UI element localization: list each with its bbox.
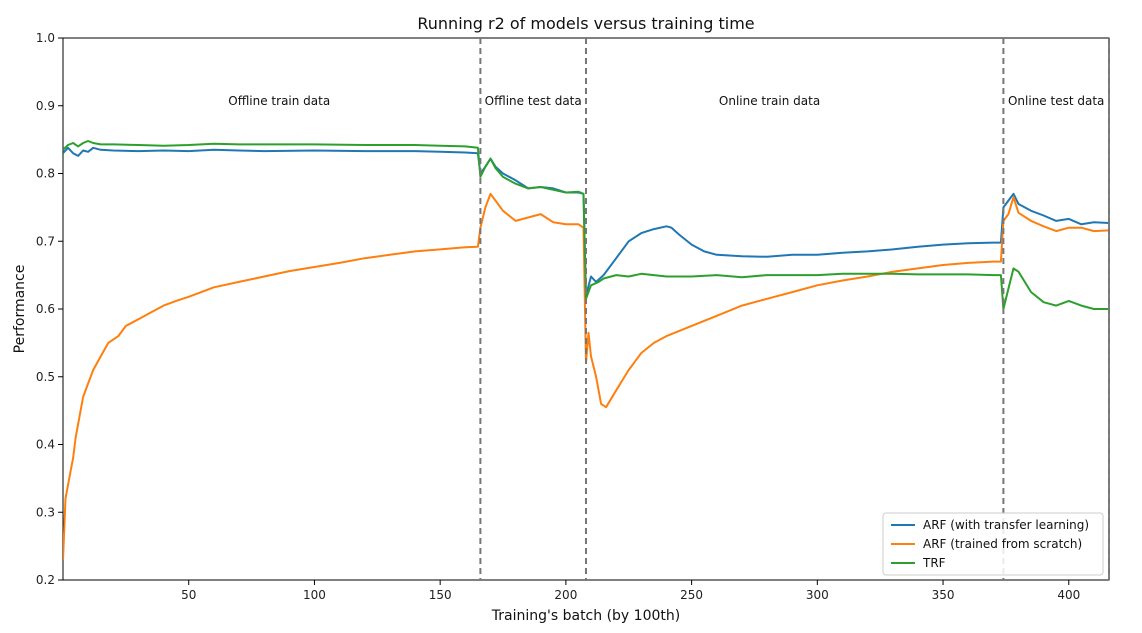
legend-box [882, 512, 1104, 576]
region-label: Online test data [1008, 94, 1104, 108]
region-label: Offline test data [485, 94, 582, 108]
y-tick-label: 0.7 [36, 234, 55, 248]
y-tick-label: 0.5 [36, 370, 55, 384]
series-group [63, 140, 1109, 560]
x-tick-label: 100 [303, 588, 326, 602]
x-tick-label: 250 [680, 588, 703, 602]
x-axis-label: Training's batch (by 100th) [491, 608, 680, 624]
legend-label: ARF (with transfer learning) [923, 518, 1089, 532]
y-tick-label: 1.0 [36, 31, 55, 45]
legend: ARF (with transfer learning) ARF (trained… [882, 512, 1104, 576]
series-line-3 [63, 140, 1109, 310]
y-tick-label: 0.6 [36, 302, 55, 316]
y-tick-label: 0.8 [36, 167, 55, 181]
x-tick-label: 300 [806, 588, 829, 602]
legend-label: TRF [922, 556, 946, 570]
x-tick-label: 400 [1057, 588, 1080, 602]
series-line-2 [63, 192, 1109, 560]
y-tick-label: 0.3 [36, 505, 55, 519]
y-axis-label: Performance [12, 265, 28, 354]
series-line-1 [63, 146, 1109, 297]
legend-label: ARF (trained from scratch) [923, 537, 1082, 551]
y-tick-label: 0.9 [36, 99, 55, 113]
x-tick-label: 50 [181, 588, 196, 602]
y-tick-label: 0.4 [36, 438, 55, 452]
x-tick-label: 350 [932, 588, 955, 602]
region-label: Online train data [719, 94, 820, 108]
chart-title: Running r2 of models versus training tim… [417, 14, 754, 33]
region-label: Offline train data [228, 94, 330, 108]
y-tick-label: 0.2 [36, 573, 55, 587]
x-tick-label: 150 [429, 588, 452, 602]
x-tick-label: 200 [554, 588, 577, 602]
plot-area: 0.2 0.3 0.4 0.5 0.6 0.7 0.8 0.9 1.0 50 100 150 200 25… [36, 31, 1110, 602]
